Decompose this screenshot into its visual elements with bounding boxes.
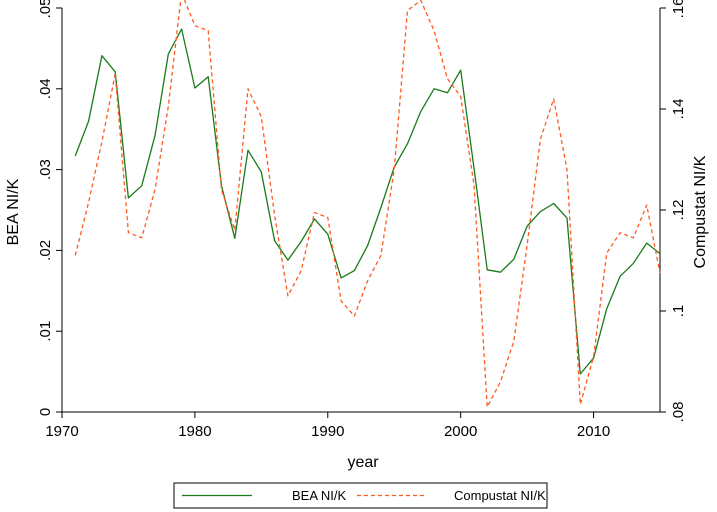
y-axis-right: .08 .1 .12 .14 .16 [660, 0, 687, 422]
legend-label-bea: BEA NI/K [292, 488, 347, 503]
y-left-tick-label: .01 [37, 321, 54, 342]
y-axis-left-title: BEA NI/K [5, 178, 22, 245]
series-line-compustat [74, 0, 661, 408]
y-left-tick-label: .04 [37, 78, 54, 99]
x-tick-label: 2010 [577, 423, 610, 440]
y-right-tick-label: .16 [670, 0, 687, 18]
plot-frame [61, 8, 661, 413]
x-tick-label: 1970 [45, 423, 78, 440]
y-right-tick-label: .12 [670, 200, 687, 221]
y-left-tick-label: 0 [37, 408, 54, 416]
x-axis: 1970 1980 1990 2000 2010 [45, 412, 610, 440]
series-layer [74, 0, 661, 408]
y-left-tick-label: .05 [37, 0, 54, 18]
legend-label-compustat: Compustat NI/K [454, 488, 546, 503]
y-left-tick-label: .03 [37, 159, 54, 180]
x-tick-label: 1990 [311, 423, 344, 440]
y-axis-left: 0 .01 .02 .03 .04 .05 [37, 0, 62, 416]
x-axis-title: year [347, 454, 379, 471]
y-right-tick-label: .1 [670, 305, 687, 318]
y-right-tick-label: .08 [670, 402, 687, 423]
y-right-tick-label: .14 [670, 99, 687, 120]
series-line-bea [74, 28, 661, 375]
legend: BEA NI/K Compustat NI/K [173, 482, 548, 509]
y-left-tick-label: .02 [37, 240, 54, 261]
x-tick-label: 2000 [444, 423, 477, 440]
x-tick-label: 1980 [178, 423, 211, 440]
y-axis-right-title: Compustat NI/K [692, 155, 709, 268]
